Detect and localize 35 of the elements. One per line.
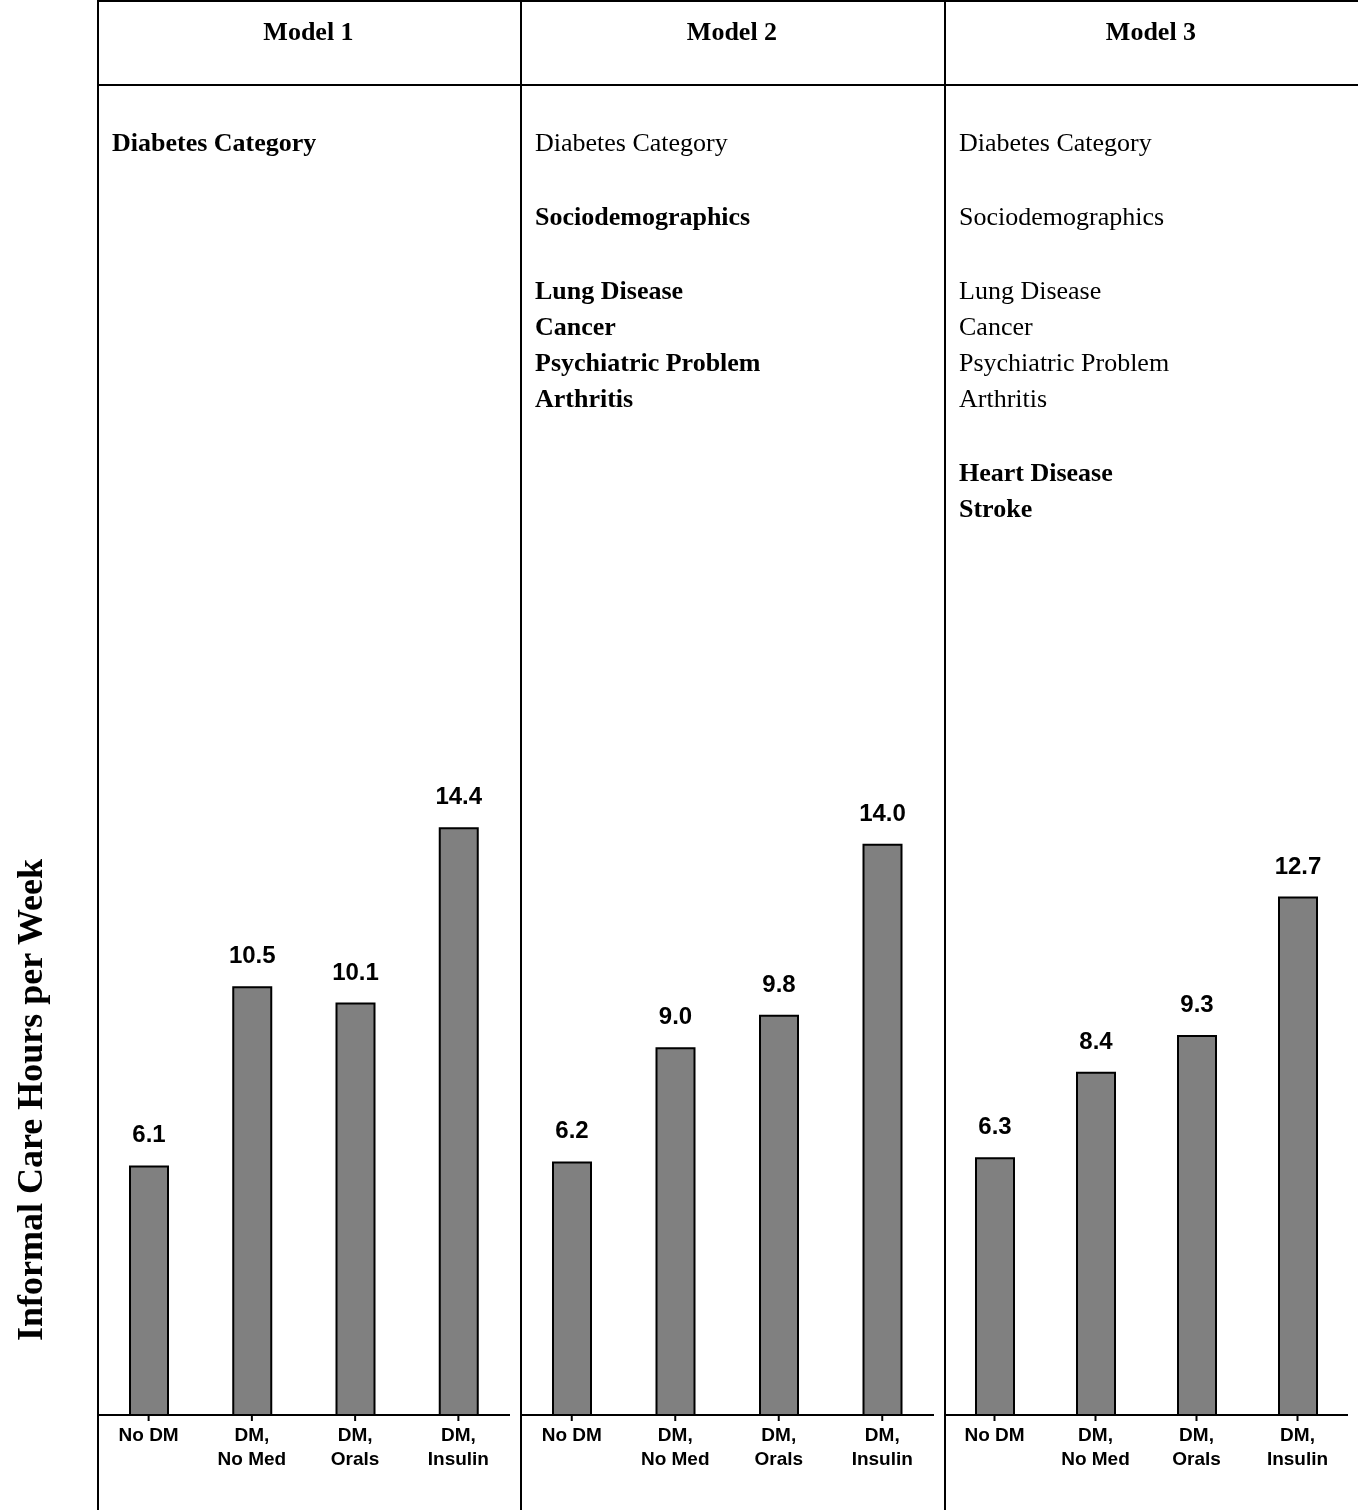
text: Diabetes Category (535, 127, 729, 159)
y-axis-title: Informal Care Hours per Week (9, 858, 51, 1343)
x-tick-label: No DM (118, 1424, 179, 1445)
chart-subtitle: Diabetes Category (112, 127, 318, 159)
x-tick-label: DM, Insulin (851, 1424, 913, 1469)
data-label: 9.3 (1180, 990, 1214, 1018)
x-tick-label: No DM (541, 1424, 602, 1445)
x-tick-label: DM, No Med (640, 1424, 710, 1469)
data-label: 14.0 (859, 798, 906, 826)
chart-subtitle: Heart Disease Stroke (959, 457, 1114, 525)
x-tick-label: DM, Orals (754, 1424, 804, 1469)
data-label: 9.8 (762, 969, 796, 997)
x-tick-label: DM, Orals (330, 1424, 380, 1469)
chart-title: Model 2 (685, 16, 779, 48)
x-tick-label: DM, No Med (1061, 1424, 1130, 1469)
chart-title: Model 1 (262, 16, 355, 48)
data-label: 6.3 (978, 1112, 1012, 1140)
x-tick-label: DM, Insulin (427, 1424, 489, 1469)
x-tick-label: DM, Orals (1172, 1424, 1221, 1469)
text: Sociodemographics (959, 201, 1166, 233)
text: Diabetes Category (959, 127, 1153, 159)
data-label: 12.7 (1274, 851, 1322, 879)
data-label: 9.0 (658, 1002, 693, 1030)
data-label: 10.5 (228, 941, 276, 969)
data-label: 10.1 (332, 957, 379, 985)
chart-title: Model 3 (1104, 16, 1198, 48)
data-label: 14.4 (435, 782, 483, 810)
data-label: 8.4 (1079, 1026, 1114, 1054)
data-label: 6.1 (132, 1120, 166, 1148)
x-tick-label: DM, No Med (217, 1424, 287, 1469)
data-label: 6.2 (555, 1116, 589, 1144)
x-tick-label: DM, Insulin (1266, 1424, 1329, 1469)
text: Lung Disease Cancer Psychiatric Problem Arthritis (959, 275, 1171, 415)
text: Sociodemographics Lung Disease Cancer Psychiatric Problem Arthritis (535, 202, 761, 413)
x-tick-label: No DM (964, 1424, 1025, 1445)
